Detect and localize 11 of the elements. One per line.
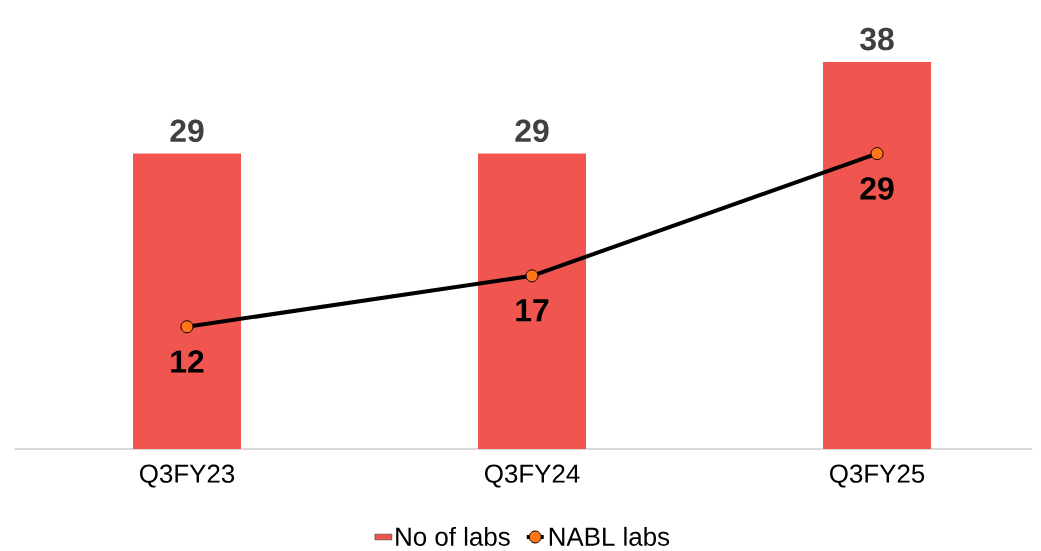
data-label: 12	[171, 350, 204, 373]
x-tick-label: Q3FY23	[140, 464, 235, 488]
data-label: 17	[516, 299, 549, 322]
data-label: 29	[860, 177, 894, 200]
data-label: 38	[860, 27, 894, 51]
x-tick-label: Q3FY25	[830, 464, 925, 488]
legend-label: No of labs	[396, 526, 510, 546]
data-label: 29	[515, 119, 549, 143]
data-label: 29	[170, 119, 204, 143]
legend-label: NABL labs	[549, 526, 670, 546]
x-tick-label: Q3FY24	[485, 464, 580, 488]
